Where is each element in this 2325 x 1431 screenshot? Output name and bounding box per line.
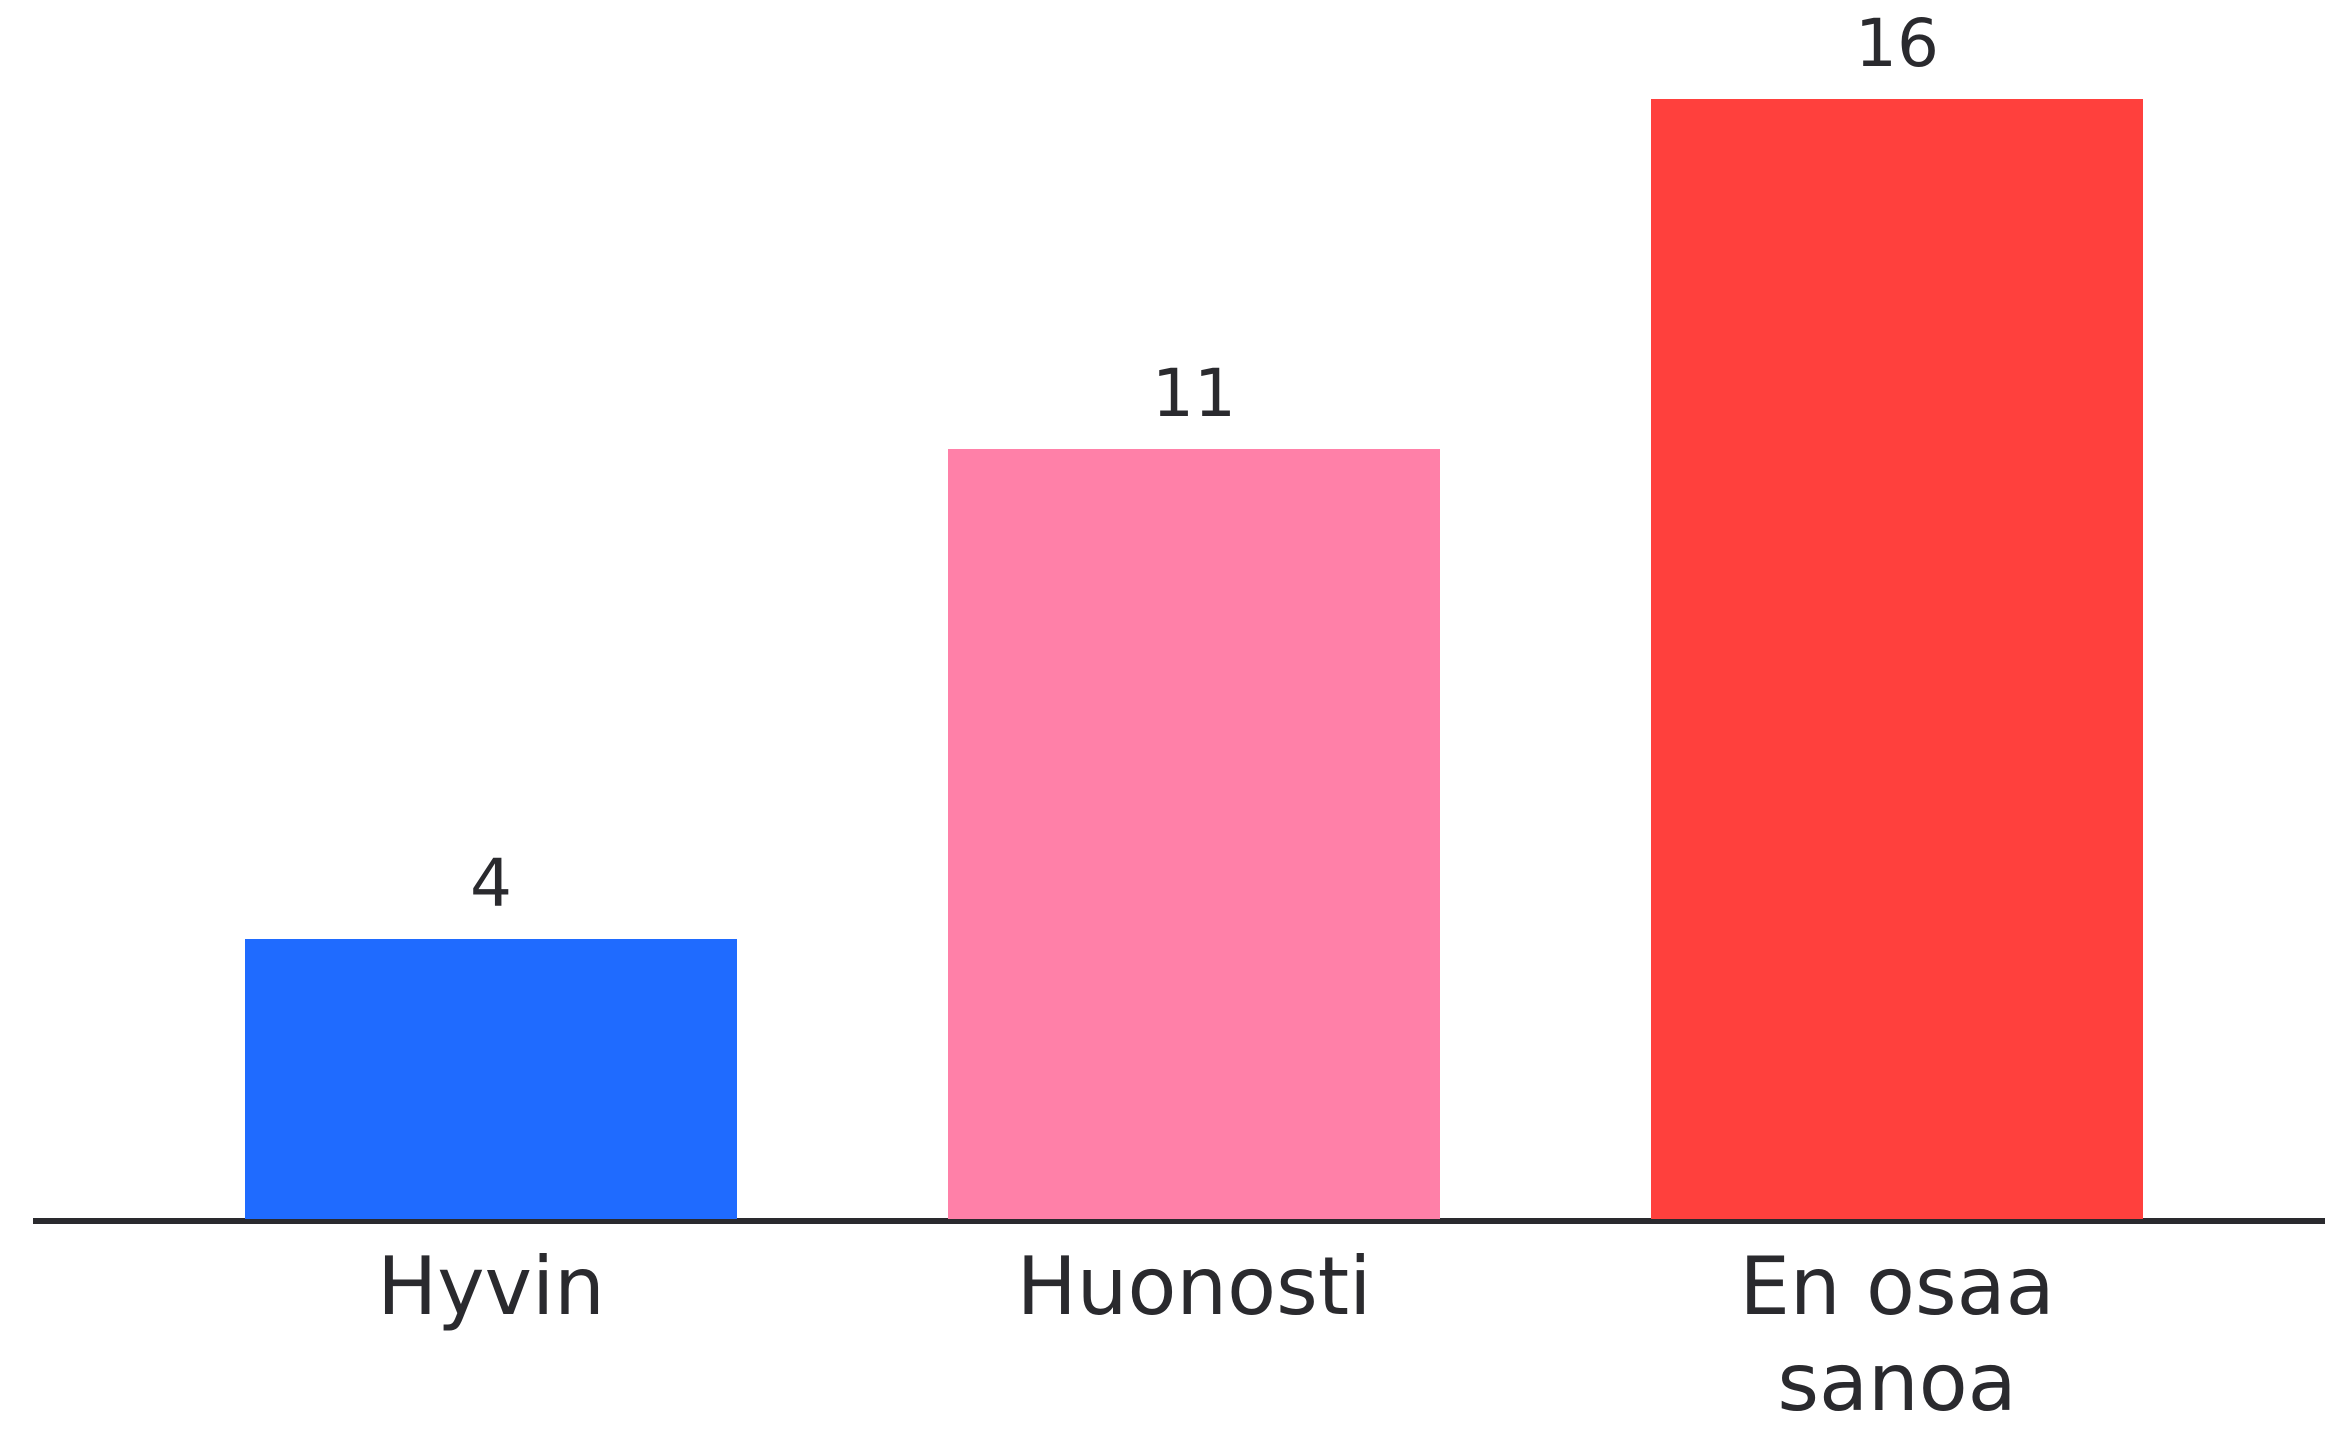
bar <box>948 449 1440 1219</box>
value-label: 11 <box>1152 355 1236 432</box>
value-label: 4 <box>470 845 512 922</box>
x-tick-label: Hyvin <box>377 1240 605 1333</box>
bar <box>1651 99 2143 1219</box>
x-tick-label: Huonosti <box>1016 1240 1372 1333</box>
value-label: 16 <box>1855 5 1939 82</box>
bar <box>245 939 737 1219</box>
x-tick-label: En osaa sanoa <box>1739 1240 2055 1429</box>
x-axis-line <box>33 1218 2325 1224</box>
